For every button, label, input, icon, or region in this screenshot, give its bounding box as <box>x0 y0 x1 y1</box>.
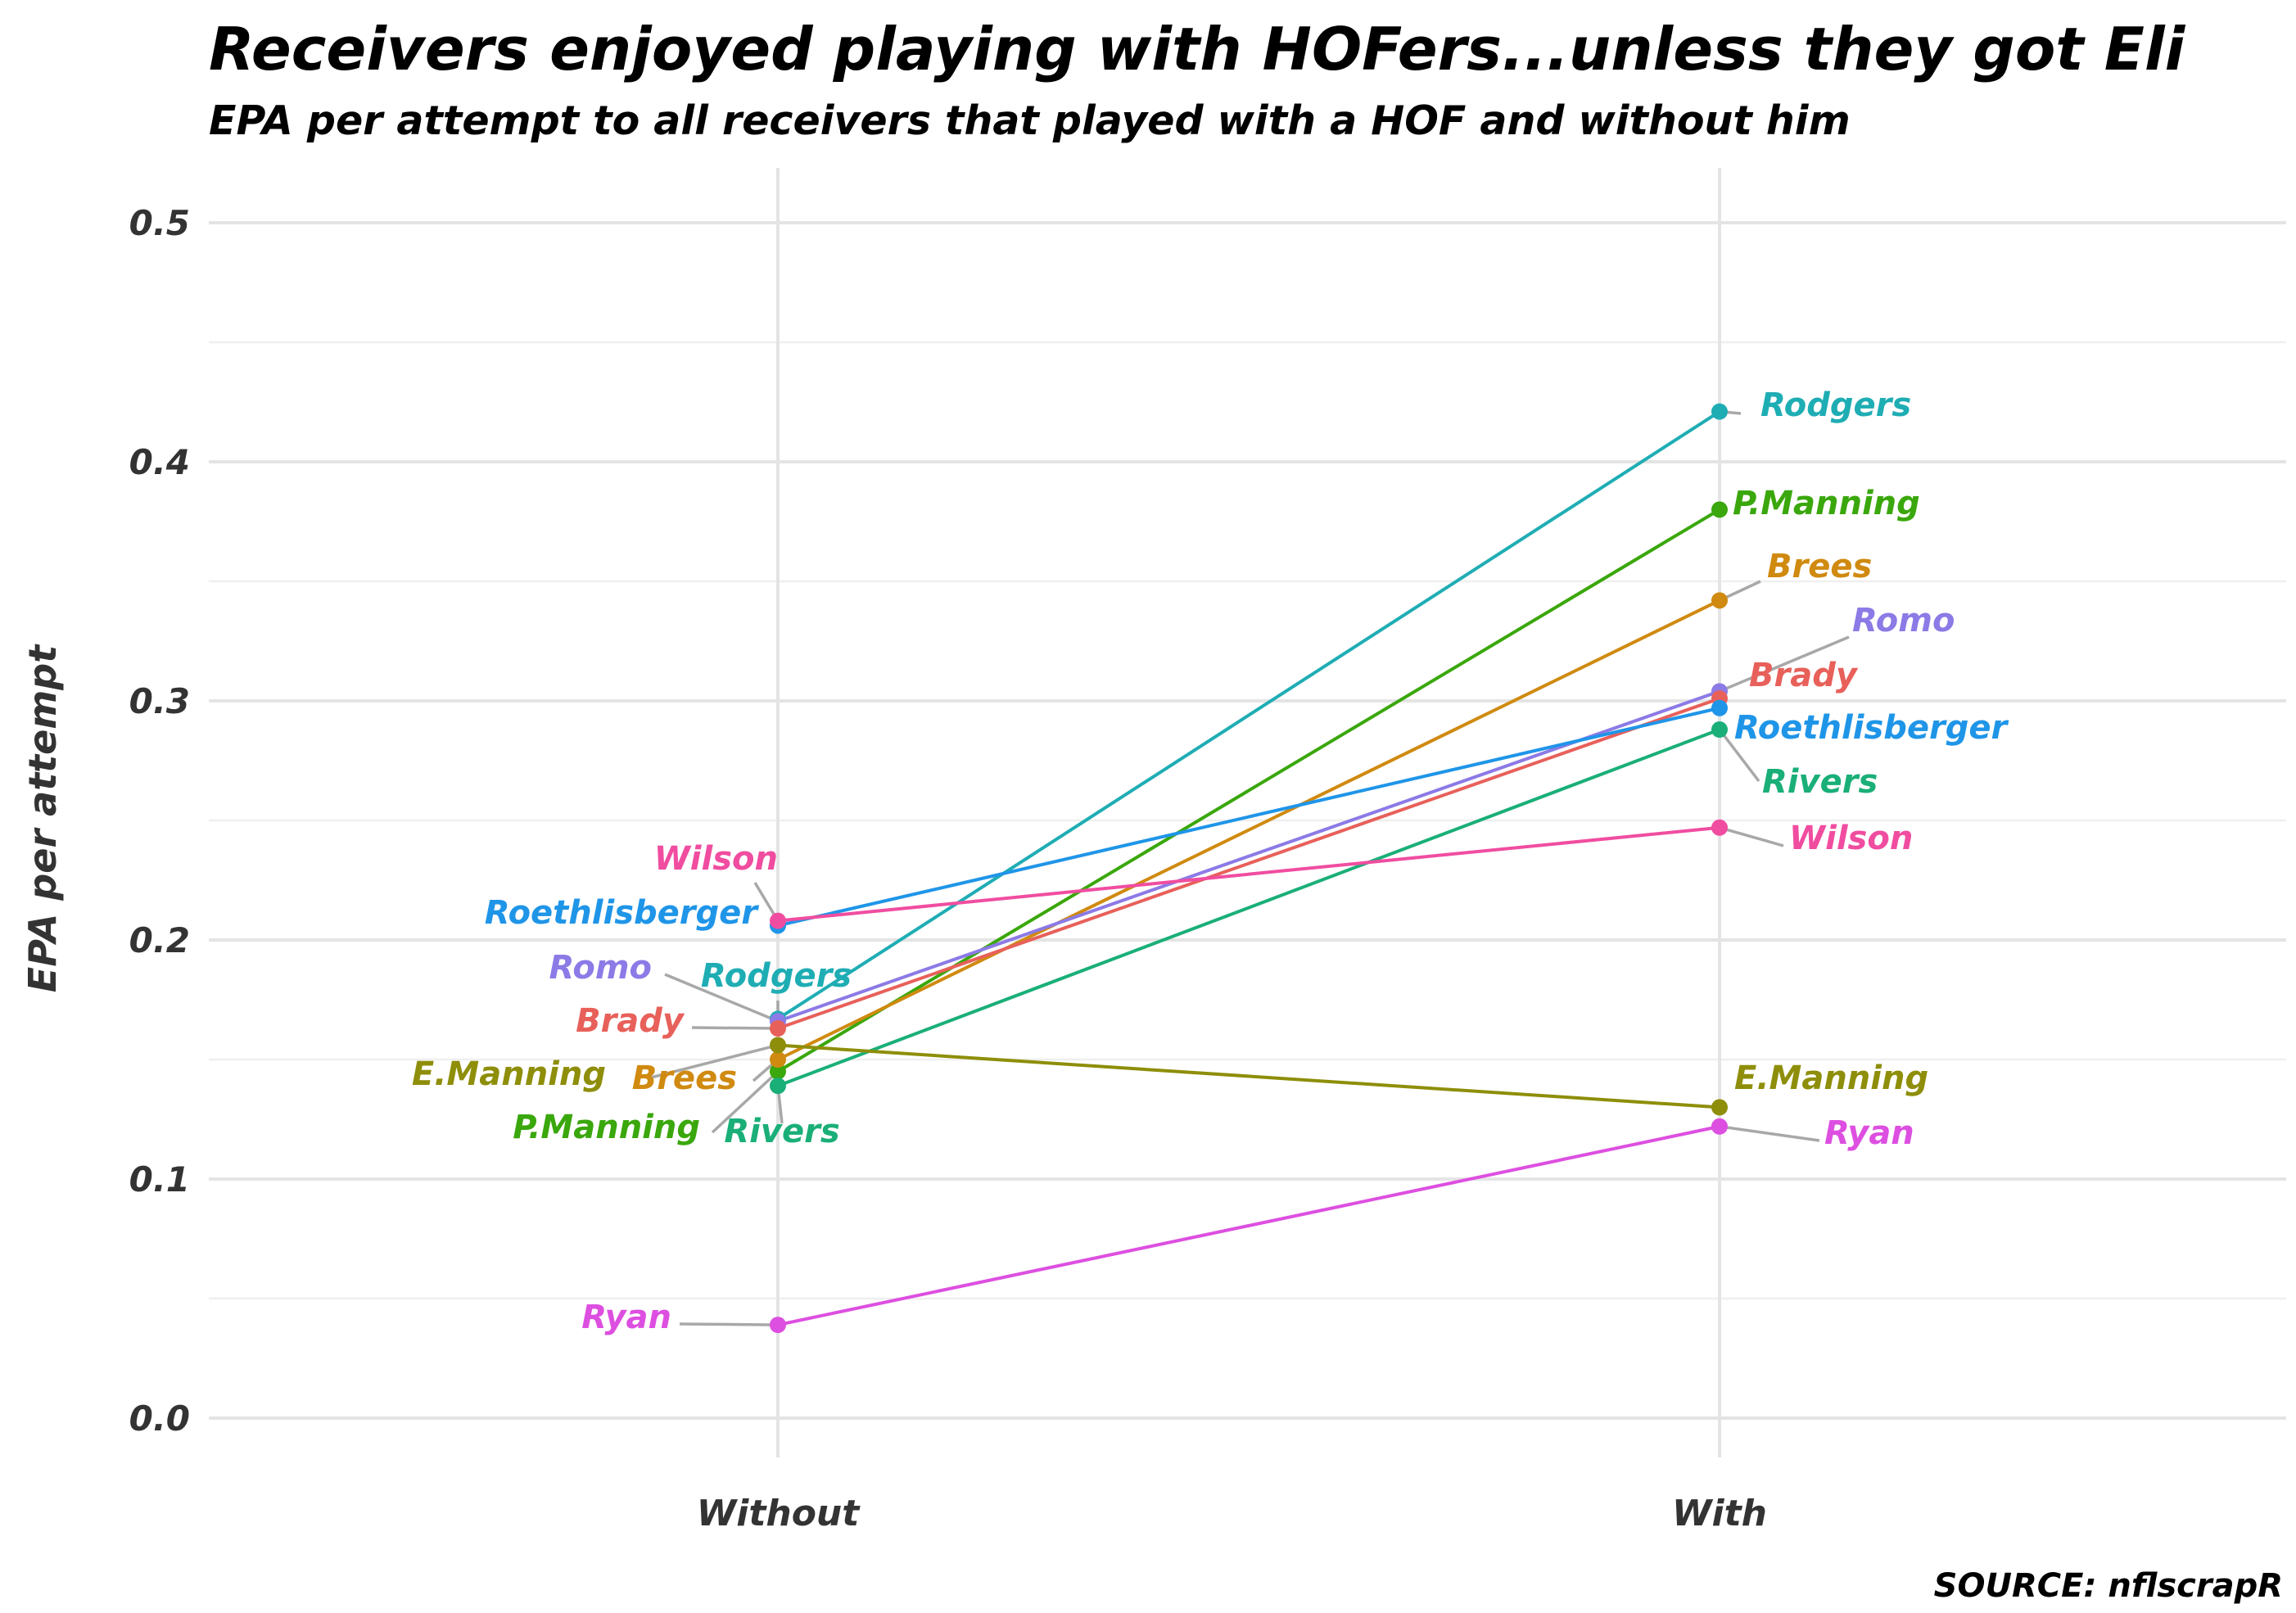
series-line-wilson <box>777 825 1720 923</box>
label-leader-romo <box>664 973 779 1023</box>
chart-title: Receivers enjoyed playing with HOFers...… <box>209 15 2186 84</box>
data-point-e-manning-with <box>1711 1099 1728 1116</box>
data-point-brady-without <box>770 1020 786 1037</box>
x-tick-label-with: With <box>1672 1493 1767 1534</box>
y-tick-label: 0.3 <box>129 681 190 721</box>
series-label-p-manning-without: P.Manning <box>513 1109 700 1146</box>
series-label-e-manning-without: E.Manning <box>412 1055 606 1093</box>
grid-layer <box>209 168 2286 1457</box>
data-point-rivers-without <box>770 1078 786 1095</box>
label-leader-rivers <box>1718 728 1760 783</box>
series-label-brady-with: Brady <box>1749 657 1859 694</box>
chart-subtitle: EPA per attempt to all receivers that pl… <box>209 97 1851 144</box>
data-point-rodgers-with <box>1711 403 1728 420</box>
label-leader-ryan <box>1719 1125 1820 1142</box>
data-point-brees-without <box>770 1051 786 1068</box>
data-point-p-manning-with <box>1711 501 1728 518</box>
series-points-layer <box>770 403 1728 1334</box>
series-label-p-manning-with: P.Manning <box>1733 485 1920 522</box>
y-tick-label: 0.1 <box>129 1159 190 1200</box>
series-label-rivers-with: Rivers <box>1762 763 1878 801</box>
series-label-rivers-without: Rivers <box>724 1113 839 1150</box>
series-label-roethlisberger-with: Roethlisberger <box>1734 709 2009 747</box>
data-point-rivers-with <box>1711 721 1728 739</box>
label-leader-romo <box>1719 635 1850 693</box>
y-axis-label: EPA per attempt <box>20 644 65 992</box>
series-line-romo <box>777 689 1720 1023</box>
x-tick-label-without: Without <box>697 1493 861 1534</box>
series-label-brees-without: Brees <box>632 1060 737 1097</box>
chart-caption: SOURCE: nflscrapR <box>1934 1567 2283 1605</box>
y-tick-label: 0.2 <box>129 920 190 960</box>
axis-layer: 0.0 0.1 0.2 0.3 0.4 0.5 Without With <box>129 203 1767 1534</box>
y-tick-label: 0.5 <box>129 203 190 243</box>
series-line-ryan <box>777 1124 1720 1327</box>
series-line-rivers <box>777 728 1720 1087</box>
series-line-brees <box>777 599 1720 1061</box>
series-label-brees-with: Brees <box>1767 548 1872 585</box>
series-label-roethlisberger-without: Roethlisberger <box>485 894 759 932</box>
data-point-e-manning-without <box>770 1037 786 1054</box>
series-label-romo-without: Romo <box>549 949 652 987</box>
series-label-e-manning-with: E.Manning <box>1734 1060 1928 1097</box>
series-labels-layer: Rodgers Rodgers P.Manning P.Manning Brees Bre… <box>412 386 2009 1336</box>
series-line-e-manning <box>777 1043 1720 1109</box>
data-point-brees-with <box>1711 592 1728 609</box>
series-line-brady <box>777 697 1720 1030</box>
series-line-rodgers <box>776 409 1721 1021</box>
series-lines-layer <box>776 409 1721 1327</box>
data-point-p-manning-without <box>770 1063 786 1080</box>
data-point-ryan-without <box>770 1317 786 1334</box>
series-label-wilson-with: Wilson <box>1789 820 1913 857</box>
label-leader-e-manning <box>650 1043 779 1079</box>
series-label-romo-with: Romo <box>1852 602 1955 639</box>
series-label-rodgers-without: Rodgers <box>701 957 852 995</box>
data-point-wilson-with <box>1711 819 1728 836</box>
data-point-wilson-without <box>770 912 786 929</box>
label-leader-wilson <box>1719 826 1784 847</box>
label-leader-ryan <box>679 1322 779 1326</box>
label-leader-p-manning <box>711 1070 780 1134</box>
series-label-rodgers-with: Rodgers <box>1760 386 1911 424</box>
series-label-ryan-with: Ryan <box>1824 1114 1914 1152</box>
data-point-roethlisberger-with <box>1711 699 1728 716</box>
series-line-roethlisberger <box>777 706 1720 928</box>
series-label-brady-without: Brady <box>576 1002 685 1040</box>
series-label-wilson-without: Wilson <box>654 840 778 878</box>
series-label-ryan-without: Ryan <box>581 1299 671 1336</box>
y-tick-label: 0.4 <box>129 442 190 482</box>
y-tick-label: 0.0 <box>129 1398 190 1439</box>
label-leaders-layer <box>650 409 1850 1326</box>
series-line-p-manning <box>776 508 1721 1073</box>
data-point-ryan-with <box>1711 1118 1728 1135</box>
